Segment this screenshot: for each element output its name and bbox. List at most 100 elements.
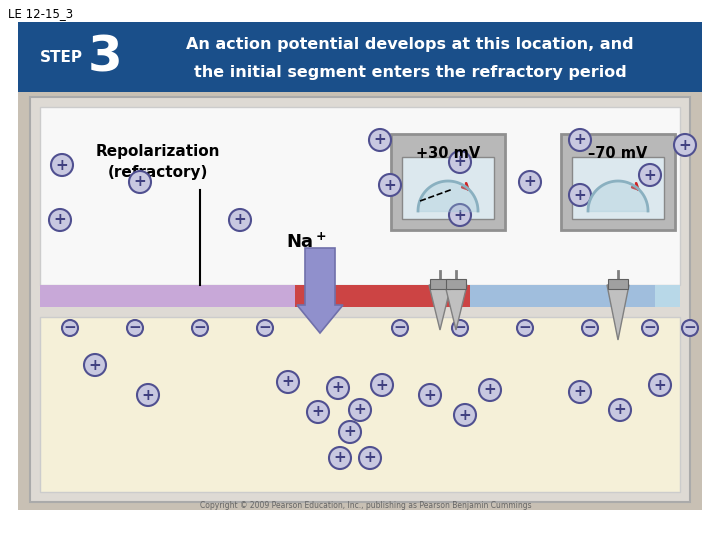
Text: the initial segment enters the refractory period: the initial segment enters the refractor… — [194, 64, 626, 79]
Text: Repolarization
(refractory): Repolarization (refractory) — [96, 144, 220, 180]
Text: +: + — [423, 388, 436, 402]
Text: +: + — [654, 377, 667, 393]
Bar — [40, 107, 680, 285]
Bar — [295, 285, 470, 307]
Circle shape — [62, 320, 78, 336]
Circle shape — [642, 320, 658, 336]
Polygon shape — [445, 285, 467, 330]
Text: −: − — [683, 321, 696, 335]
Circle shape — [307, 401, 329, 423]
Polygon shape — [429, 285, 451, 330]
Text: +: + — [332, 381, 344, 395]
Text: +: + — [574, 132, 586, 147]
Bar — [655, 285, 680, 307]
Circle shape — [449, 204, 471, 226]
Text: –70 mV: –70 mV — [588, 145, 648, 160]
Circle shape — [129, 171, 151, 193]
Text: +: + — [679, 138, 691, 152]
Text: An action potential develops at this location, and: An action potential develops at this loc… — [186, 37, 634, 51]
FancyBboxPatch shape — [561, 134, 675, 230]
Text: +: + — [89, 357, 102, 373]
Circle shape — [569, 129, 591, 151]
Text: +: + — [376, 377, 388, 393]
Circle shape — [392, 320, 408, 336]
Polygon shape — [607, 285, 629, 340]
Circle shape — [229, 209, 251, 231]
Circle shape — [84, 354, 106, 376]
FancyBboxPatch shape — [391, 134, 505, 230]
Circle shape — [419, 384, 441, 406]
Circle shape — [582, 320, 598, 336]
Text: +: + — [374, 132, 387, 147]
Text: +: + — [459, 408, 472, 422]
Text: −: − — [518, 321, 531, 335]
Circle shape — [479, 379, 501, 401]
FancyArrow shape — [297, 248, 343, 333]
Bar — [18, 22, 702, 92]
Text: LE 12-15_3: LE 12-15_3 — [8, 7, 73, 20]
Bar — [572, 157, 664, 219]
Bar — [608, 279, 628, 289]
Text: +30 mV: +30 mV — [416, 145, 480, 160]
Text: Na: Na — [286, 233, 313, 251]
Text: −: − — [394, 321, 406, 335]
Text: +: + — [574, 384, 586, 400]
Bar — [446, 279, 466, 289]
Bar — [470, 285, 655, 307]
Circle shape — [369, 129, 391, 151]
Circle shape — [682, 320, 698, 336]
Text: +: + — [233, 213, 246, 227]
Text: −: − — [258, 321, 271, 335]
Text: −: − — [644, 321, 657, 335]
Text: 3: 3 — [88, 33, 122, 81]
Text: +: + — [364, 450, 377, 465]
Circle shape — [327, 377, 349, 399]
Circle shape — [569, 184, 591, 206]
Circle shape — [449, 151, 471, 173]
Bar — [402, 157, 494, 219]
Circle shape — [339, 421, 361, 443]
Text: −: − — [194, 321, 207, 335]
Circle shape — [639, 164, 661, 186]
Circle shape — [192, 320, 208, 336]
Circle shape — [371, 374, 393, 396]
Circle shape — [454, 404, 476, 426]
Text: +: + — [574, 187, 586, 202]
Text: Copyright © 2009 Pearson Education, Inc., publishing as Pearson Benjamin Cumming: Copyright © 2009 Pearson Education, Inc.… — [200, 501, 531, 510]
Circle shape — [674, 134, 696, 156]
Text: +: + — [454, 154, 467, 170]
Text: +: + — [312, 404, 325, 420]
Circle shape — [359, 447, 381, 469]
Circle shape — [519, 171, 541, 193]
Text: +: + — [282, 375, 294, 389]
Text: −: − — [454, 321, 467, 335]
Circle shape — [609, 399, 631, 421]
Text: +: + — [55, 158, 68, 172]
Text: +: + — [343, 424, 356, 440]
Text: +: + — [354, 402, 366, 417]
Circle shape — [649, 374, 671, 396]
Circle shape — [257, 320, 273, 336]
Circle shape — [49, 209, 71, 231]
Bar — [40, 317, 680, 492]
Text: +: + — [454, 207, 467, 222]
Circle shape — [569, 381, 591, 403]
Text: +: + — [644, 167, 657, 183]
Circle shape — [51, 154, 73, 176]
Circle shape — [277, 371, 299, 393]
Text: STEP: STEP — [40, 50, 83, 64]
Text: +: + — [484, 382, 496, 397]
Circle shape — [379, 174, 401, 196]
Circle shape — [137, 384, 159, 406]
Bar — [430, 279, 450, 289]
Text: +: + — [134, 174, 146, 190]
Circle shape — [127, 320, 143, 336]
Circle shape — [329, 447, 351, 469]
Text: −: − — [63, 321, 76, 335]
Circle shape — [349, 399, 371, 421]
FancyBboxPatch shape — [30, 97, 690, 502]
Text: +: + — [53, 213, 66, 227]
Text: +: + — [316, 230, 327, 242]
Bar — [40, 285, 295, 307]
Text: +: + — [523, 174, 536, 190]
